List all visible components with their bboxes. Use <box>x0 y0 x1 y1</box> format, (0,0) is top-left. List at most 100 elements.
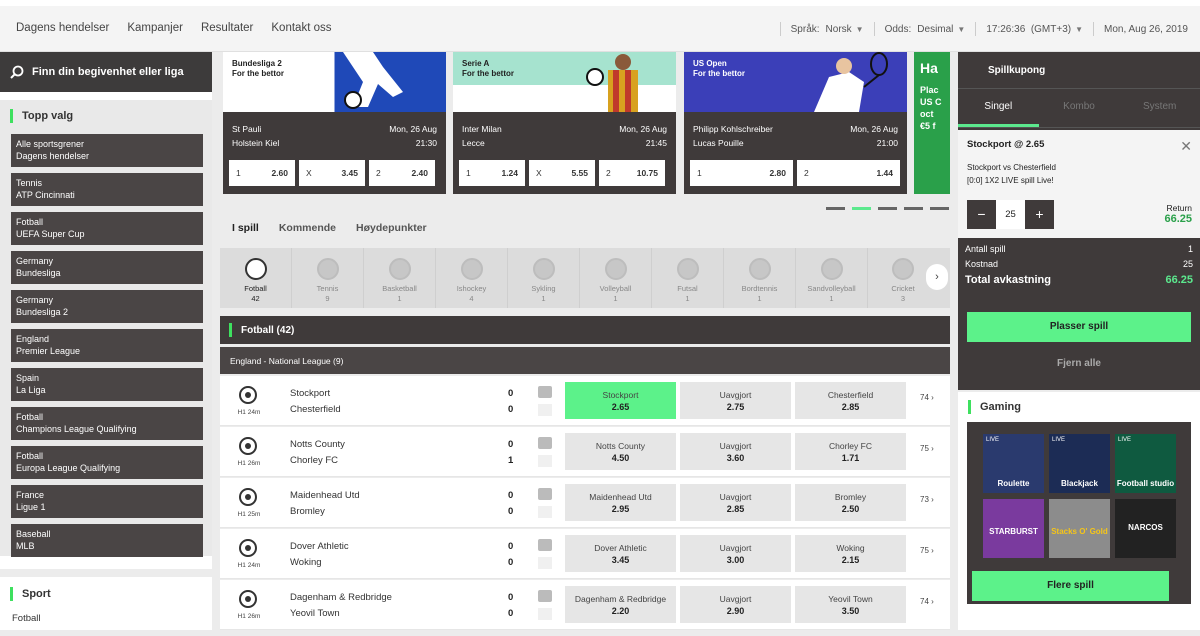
language-select[interactable]: Norsk ▼ <box>826 24 864 35</box>
home-team[interactable]: Dagenham & Redbridge <box>290 592 392 603</box>
carousel-dot-active[interactable] <box>852 207 871 210</box>
sport-item-fotball[interactable]: Fotball <box>12 613 41 624</box>
sidebar-item-uefa-super-cup[interactable]: Fotball UEFA Super Cup <box>11 212 203 245</box>
odds-button-home[interactable]: Maidenhead Utd 2.95 <box>565 484 676 521</box>
carousel-dot[interactable] <box>878 207 897 210</box>
sidebar-item-el-qualifying[interactable]: Fotball Europa League Qualifying <box>11 446 203 479</box>
odds-button-away[interactable]: Chesterfield 2.85 <box>795 382 906 419</box>
football-section-header[interactable]: Fotball (42) <box>220 316 950 344</box>
odds-button-draw[interactable]: Uavgjort 2.85 <box>680 484 791 521</box>
away-team[interactable]: Chorley FC <box>290 455 339 466</box>
home-team[interactable]: Stockport <box>290 388 331 399</box>
stats-icon[interactable] <box>538 386 552 398</box>
sport-filter-sykling[interactable]: Sykling 1 <box>508 248 580 308</box>
tab-kommende[interactable]: Kommende <box>278 222 337 234</box>
sport-filter-volleyball[interactable]: Volleyball 1 <box>580 248 652 308</box>
carousel-dot[interactable] <box>826 207 845 210</box>
sidebar-item-cl-qualifying[interactable]: Fotball Champions League Qualifying <box>11 407 203 440</box>
game-tile-narcos[interactable]: NARCOS <box>1115 499 1176 558</box>
carousel-dot[interactable] <box>930 207 949 210</box>
away-team[interactable]: Bromley <box>290 506 325 517</box>
odds-button-away[interactable]: Bromley 2.50 <box>795 484 906 521</box>
odds-button-draw[interactable]: Uavgjort 3.00 <box>680 535 791 572</box>
more-markets-link[interactable]: 75 › <box>920 546 934 555</box>
sport-filter-cricket[interactable]: Cricket 3 <box>868 248 938 308</box>
nav-resultater[interactable]: Resultater <box>200 22 254 34</box>
sidebar-item-bundesliga[interactable]: Germany Bundesliga <box>11 251 203 284</box>
sport-filter-ishockey[interactable]: Ishockey 4 <box>436 248 508 308</box>
nav-dagens-hendelser[interactable]: Dagens hendelser <box>16 22 110 34</box>
sidebar-item-premier-league[interactable]: England Premier League <box>11 329 203 362</box>
odds-button-home[interactable]: Stockport 2.65 <box>565 382 676 419</box>
odds-button-x[interactable]: X 5.55 <box>529 160 595 186</box>
plus-button[interactable]: + <box>1025 200 1054 229</box>
more-markets-link[interactable]: 73 › <box>920 495 934 504</box>
chevron-right-icon[interactable]: › <box>926 264 948 290</box>
odds-button-1[interactable]: 1 2.80 <box>690 160 793 186</box>
sidebar-item-tennis[interactable]: Tennis ATP Cincinnati <box>11 173 203 206</box>
nav-kontakt-oss[interactable]: Kontakt oss <box>271 22 332 34</box>
more-markets-link[interactable]: 74 › <box>920 393 934 402</box>
featured-card-us-open[interactable]: US Open For the bettor Philipp Kohlschrei… <box>684 52 907 194</box>
sport-filter-basketball[interactable]: Basketball 1 <box>364 248 436 308</box>
more-games-button[interactable]: Flere spill <box>972 571 1169 601</box>
stats-icon[interactable] <box>538 488 552 500</box>
sidebar-item-alle-sportsgrener[interactable]: Alle sportsgrener Dagens hendelser <box>11 134 203 167</box>
sport-filter-bordtennis[interactable]: Bordtennis 1 <box>724 248 796 308</box>
odds-button-home[interactable]: Dagenham & Redbridge 2.20 <box>565 586 676 623</box>
tab-hoydepunkter[interactable]: Høydepunkter <box>356 222 427 234</box>
promo-card-partial[interactable]: Ha Plac US C oct €5 f <box>914 52 950 194</box>
tab-singel[interactable]: Singel <box>958 89 1039 127</box>
stats-icon[interactable] <box>538 437 552 449</box>
stats-icon[interactable] <box>538 590 552 602</box>
carousel-dot[interactable] <box>904 207 923 210</box>
nav-kampanjer[interactable]: Kampanjer <box>127 22 183 34</box>
odds-button-draw[interactable]: Uavgjort 2.75 <box>680 382 791 419</box>
odds-button-home[interactable]: Dover Athletic 3.45 <box>565 535 676 572</box>
stake-input[interactable]: 25 <box>996 200 1025 229</box>
home-team[interactable]: Notts County <box>290 439 345 450</box>
odds-button-1[interactable]: 1 1.24 <box>459 160 525 186</box>
away-team[interactable]: Woking <box>290 557 322 568</box>
odds-button-away[interactable]: Chorley FC 1.71 <box>795 433 906 470</box>
home-team[interactable]: Dover Athletic <box>290 541 349 552</box>
odds-button-2[interactable]: 2 2.40 <box>369 160 435 186</box>
place-bet-button[interactable]: Plasser spill <box>967 312 1191 342</box>
odds-button-draw[interactable]: Uavgjort 3.60 <box>680 433 791 470</box>
tab-i-spill[interactable]: I spill <box>232 222 259 234</box>
more-markets-link[interactable]: 74 › <box>920 597 934 606</box>
featured-card-bundesliga[interactable]: Bundesliga 2 For the bettor St Pauli Holst… <box>223 52 446 194</box>
tab-kombo[interactable]: Kombo <box>1063 101 1095 112</box>
timezone-select[interactable]: 17:26:36 (GMT+3) ▼ <box>986 24 1083 35</box>
odds-button-2[interactable]: 2 10.75 <box>599 160 665 186</box>
game-tile-roulette[interactable]: LIVE Roulette <box>983 434 1044 493</box>
sidebar-item-la-liga[interactable]: Spain La Liga <box>11 368 203 401</box>
away-team[interactable]: Yeovil Town <box>290 608 340 619</box>
sport-filter-fotball[interactable]: Fotball 42 <box>220 248 292 308</box>
minus-button[interactable]: − <box>967 200 996 229</box>
sidebar-item-mlb[interactable]: Baseball MLB <box>11 524 203 557</box>
odds-button-away[interactable]: Yeovil Town 3.50 <box>795 586 906 623</box>
away-team[interactable]: Chesterfield <box>290 404 341 415</box>
remove-all-button[interactable]: Fjern alle <box>1057 358 1101 369</box>
odds-button-home[interactable]: Notts County 4.50 <box>565 433 676 470</box>
odds-button-x[interactable]: X 3.45 <box>299 160 365 186</box>
sport-filter-tennis[interactable]: Tennis 9 <box>292 248 364 308</box>
game-tile-stacks-o-gold[interactable]: Stacks O' Gold <box>1049 499 1110 558</box>
odds-button-1[interactable]: 1 2.60 <box>229 160 295 186</box>
close-icon[interactable]: ✕ <box>1180 138 1192 154</box>
sidebar-item-bundesliga-2[interactable]: Germany Bundesliga 2 <box>11 290 203 323</box>
featured-card-serie-a[interactable]: Serie A For the bettor Inter Milan Lecce M… <box>453 52 676 194</box>
odds-format-select[interactable]: Desimal ▼ <box>917 24 965 35</box>
home-team[interactable]: Maidenhead Utd <box>290 490 360 501</box>
sidebar-item-ligue-1[interactable]: France Ligue 1 <box>11 485 203 518</box>
more-markets-link[interactable]: 75 › <box>920 444 934 453</box>
event-search[interactable]: Finn din begivenhet eller liga <box>0 52 212 92</box>
odds-button-draw[interactable]: Uavgjort 2.90 <box>680 586 791 623</box>
game-tile-football-studio[interactable]: LIVE Football studio <box>1115 434 1176 493</box>
league-header[interactable]: England - National League (9) <box>220 347 950 374</box>
odds-button-2[interactable]: 2 1.44 <box>797 160 900 186</box>
odds-button-away[interactable]: Woking 2.15 <box>795 535 906 572</box>
game-tile-blackjack[interactable]: LIVE Blackjack <box>1049 434 1110 493</box>
game-tile-starburst[interactable]: STARBURST <box>983 499 1044 558</box>
